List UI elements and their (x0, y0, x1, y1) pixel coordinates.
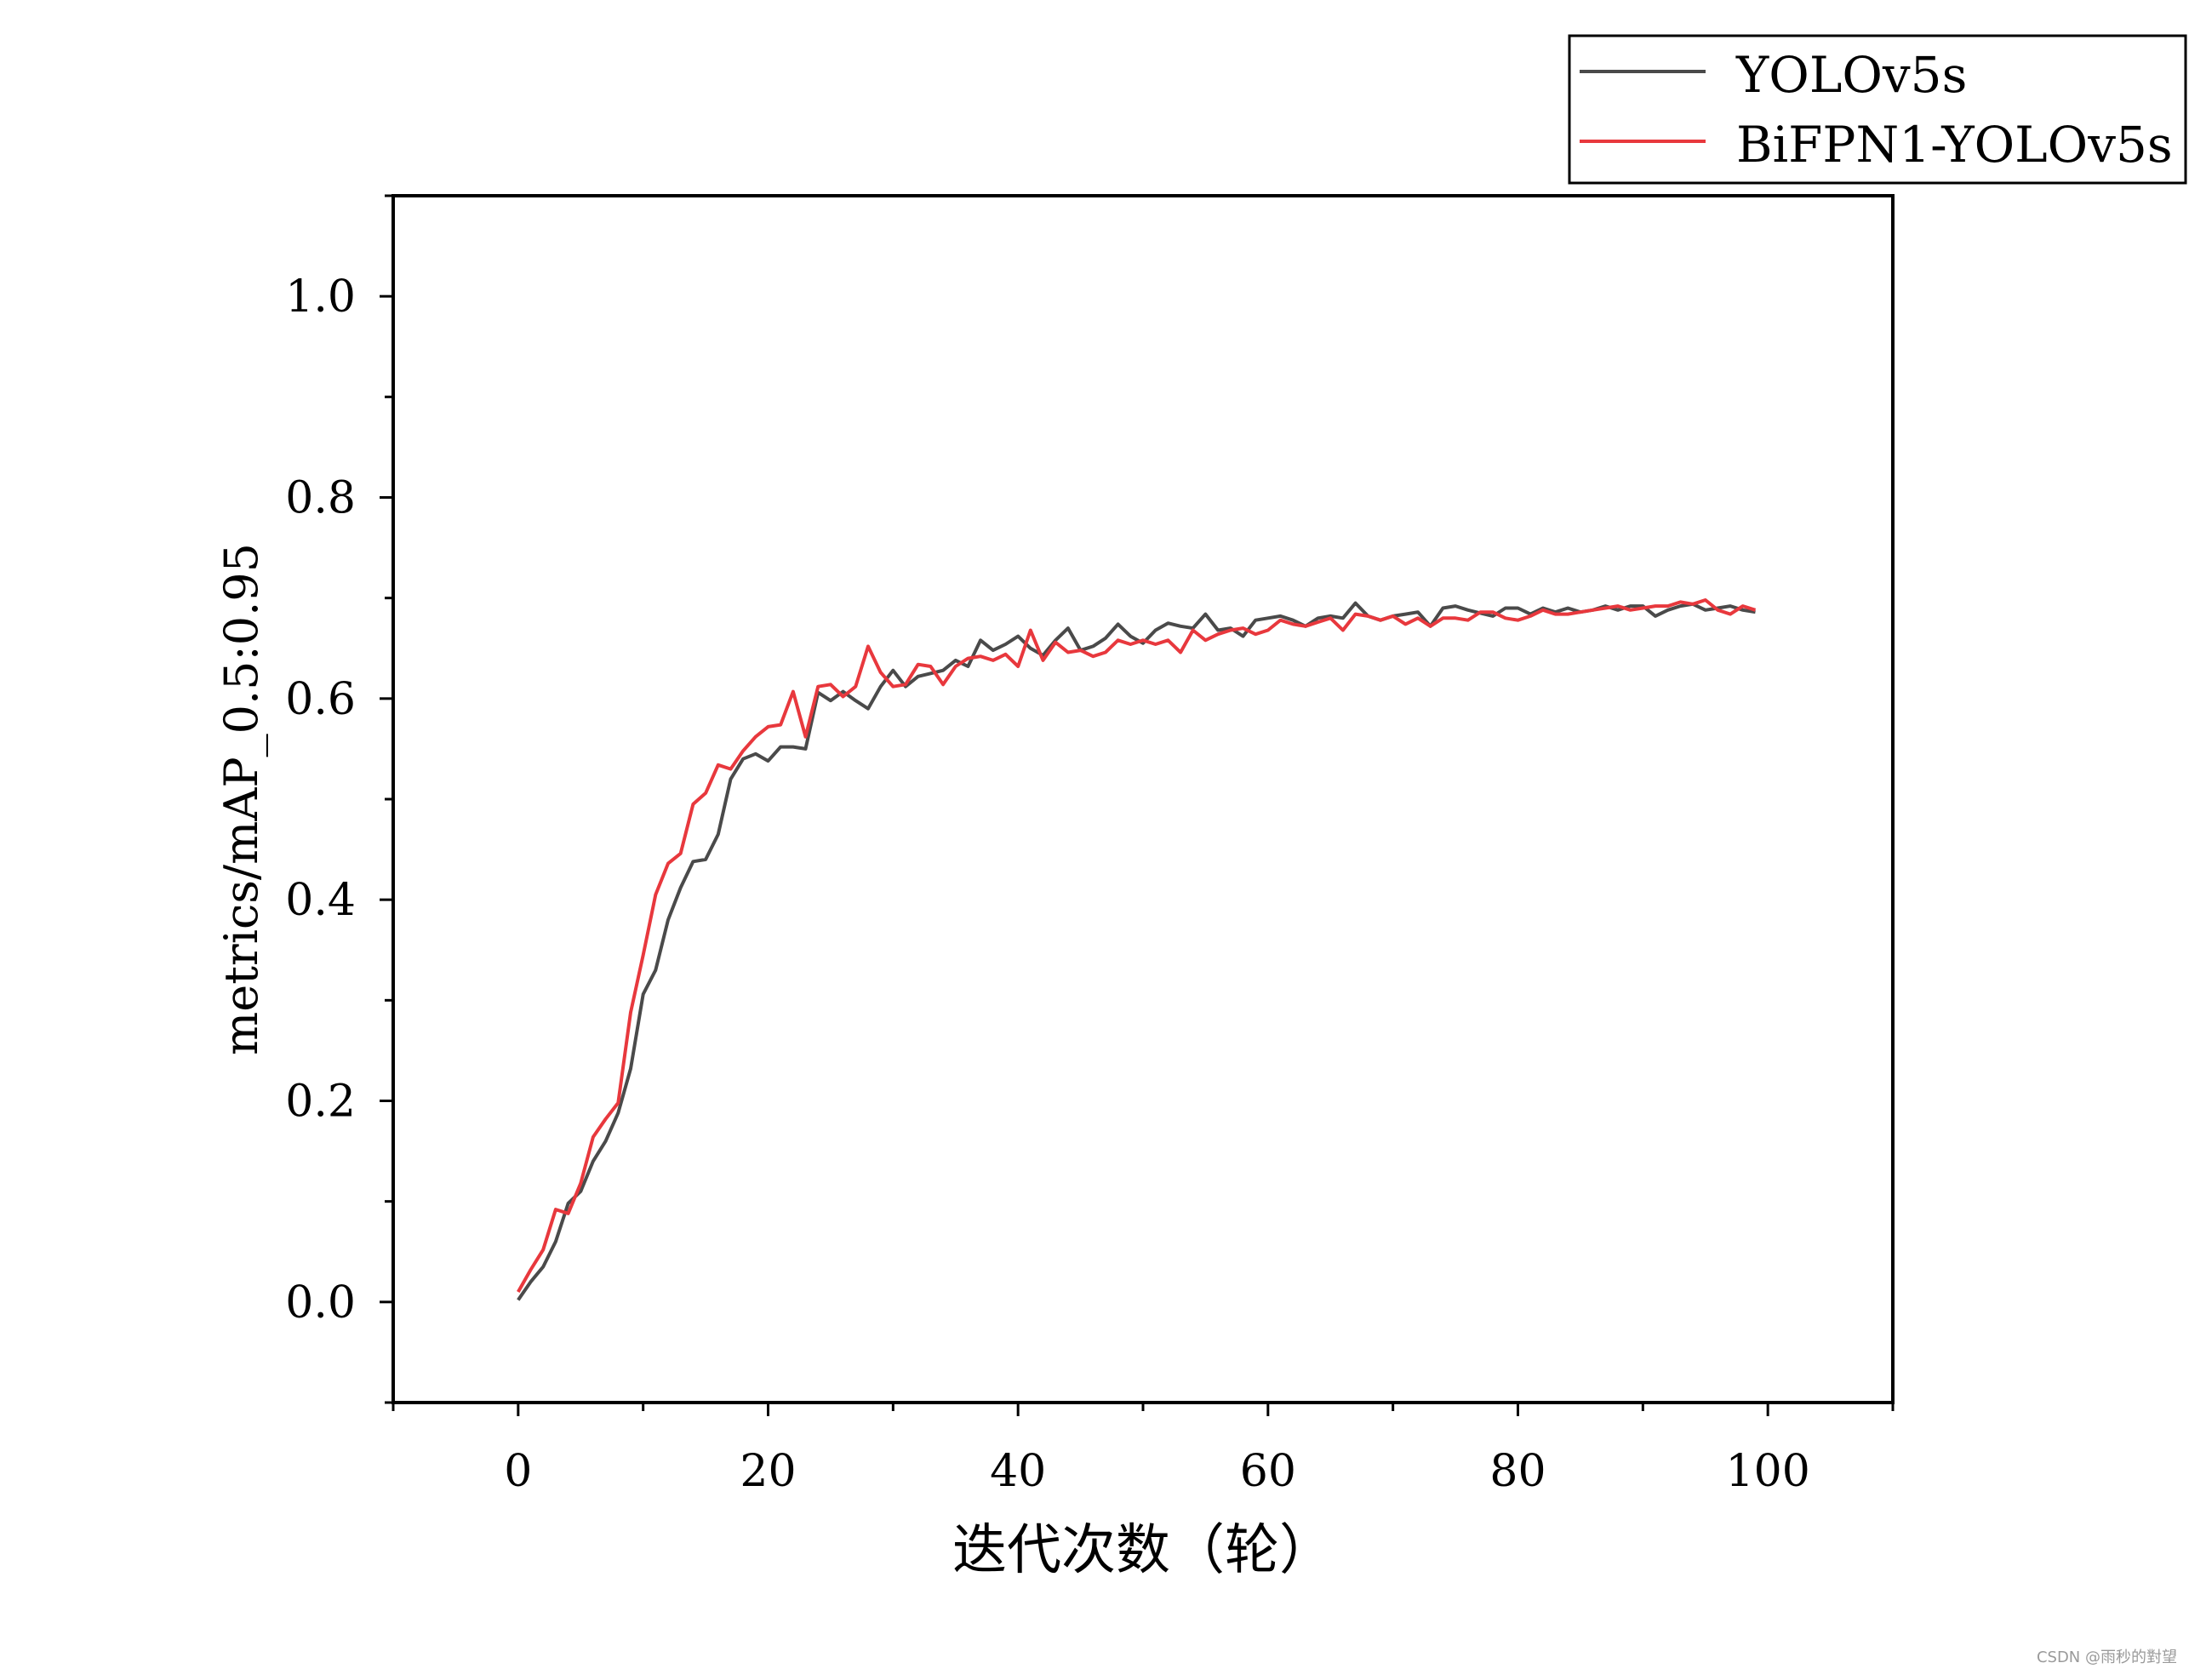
y-tick-label: 0.0 (285, 1277, 356, 1329)
x-tick-label: 0 (504, 1446, 532, 1497)
series-layer (517, 598, 1757, 1301)
plot-frame (392, 194, 1895, 1404)
x-tick-label: 100 (1726, 1446, 1810, 1497)
legend: YOLOv5s BiFPN1-YOLOv5s (1568, 34, 2187, 185)
x-tick-label: 60 (1240, 1446, 1296, 1497)
y-tick-label: 0.8 (285, 473, 356, 524)
legend-label-bifpn1-yolov5s: BiFPN1-YOLOv5s (1736, 116, 2173, 174)
x-tick-label: 20 (740, 1446, 796, 1497)
series-line-bifpn1-yolov5s (517, 598, 1757, 1293)
y-tick-label: 0.4 (285, 875, 356, 926)
y-axis: 0.0 0.2 0.4 0.6 0.8 1.0 (285, 194, 393, 1404)
x-tick-label: 40 (990, 1446, 1046, 1497)
y-axis-label: metrics/mAP_0.5:0.95 (214, 543, 268, 1055)
legend-box (1568, 34, 2187, 185)
x-axis: 0 20 40 60 80 100 (392, 1403, 1895, 1497)
x-axis-label: 迭代次数（轮） (952, 1519, 1334, 1582)
series-line-yolov5s (517, 601, 1756, 1301)
y-tick-label: 0.6 (285, 674, 356, 725)
y-tick-label: 1.0 (285, 271, 356, 323)
y-tick-label: 0.2 (285, 1077, 356, 1128)
x-tick-label: 80 (1489, 1446, 1546, 1497)
watermark: CSDN @雨秒的對望 (2036, 1649, 2177, 1666)
legend-label-yolov5s: YOLOv5s (1735, 46, 1967, 104)
